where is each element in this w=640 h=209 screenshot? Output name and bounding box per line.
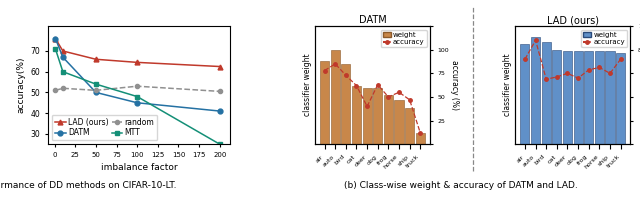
Legend: weight, accuracy: weight, accuracy — [581, 30, 627, 47]
Bar — [352, 86, 361, 144]
Bar — [405, 108, 414, 144]
Title: DATM: DATM — [358, 15, 387, 25]
LAD (ours) — [92, 58, 100, 61]
Bar — [394, 100, 404, 144]
Bar — [541, 42, 551, 144]
Bar — [605, 51, 614, 144]
Bar — [320, 61, 329, 144]
Title: LAD (ours): LAD (ours) — [547, 15, 599, 25]
MTT — [59, 70, 67, 73]
Line: DATM: DATM — [53, 36, 222, 113]
random — [92, 89, 100, 92]
MTT — [216, 143, 223, 145]
Bar — [616, 53, 625, 144]
Bar — [341, 64, 350, 144]
Bar — [563, 51, 572, 144]
Legend: LAD (ours), DATM, random, MTT: LAD (ours), DATM, random, MTT — [52, 115, 157, 140]
LAD (ours) — [52, 37, 60, 40]
Legend: weight, accuracy: weight, accuracy — [381, 30, 427, 47]
Bar — [373, 88, 382, 144]
Bar — [331, 50, 340, 144]
Text: (b) Class-wise weight & accuracy of DATM and LAD.: (b) Class-wise weight & accuracy of DATM… — [344, 181, 578, 190]
Y-axis label: classifier weight: classifier weight — [303, 54, 312, 116]
Y-axis label: classifier weight: classifier weight — [504, 54, 513, 116]
random — [133, 85, 141, 87]
random — [59, 87, 67, 89]
LAD (ours) — [59, 50, 67, 52]
Bar — [595, 51, 604, 144]
DATM — [216, 110, 223, 112]
Line: MTT: MTT — [53, 46, 222, 147]
Y-axis label: accuracy (%): accuracy (%) — [450, 60, 459, 110]
LAD (ours) — [216, 65, 223, 68]
Bar — [531, 37, 540, 144]
random — [216, 90, 223, 93]
DATM — [133, 102, 141, 104]
MTT — [92, 83, 100, 85]
MTT — [52, 48, 60, 50]
Line: random: random — [53, 84, 222, 93]
X-axis label: imbalance factor: imbalance factor — [100, 163, 177, 172]
Y-axis label: accuracy(%): accuracy(%) — [16, 57, 25, 113]
DATM — [92, 91, 100, 94]
Bar — [416, 133, 425, 144]
Bar — [520, 44, 529, 144]
Bar — [584, 51, 593, 144]
Text: (a) Performance of DD methods on CIFAR-10-LT.: (a) Performance of DD methods on CIFAR-1… — [0, 181, 177, 190]
random — [52, 89, 60, 92]
Bar — [573, 51, 582, 144]
Bar — [384, 95, 393, 144]
MTT — [133, 95, 141, 98]
LAD (ours) — [133, 61, 141, 64]
Bar — [363, 88, 372, 144]
DATM — [59, 56, 67, 59]
DATM — [52, 37, 60, 40]
Bar — [552, 50, 561, 144]
Line: LAD (ours): LAD (ours) — [53, 36, 222, 69]
